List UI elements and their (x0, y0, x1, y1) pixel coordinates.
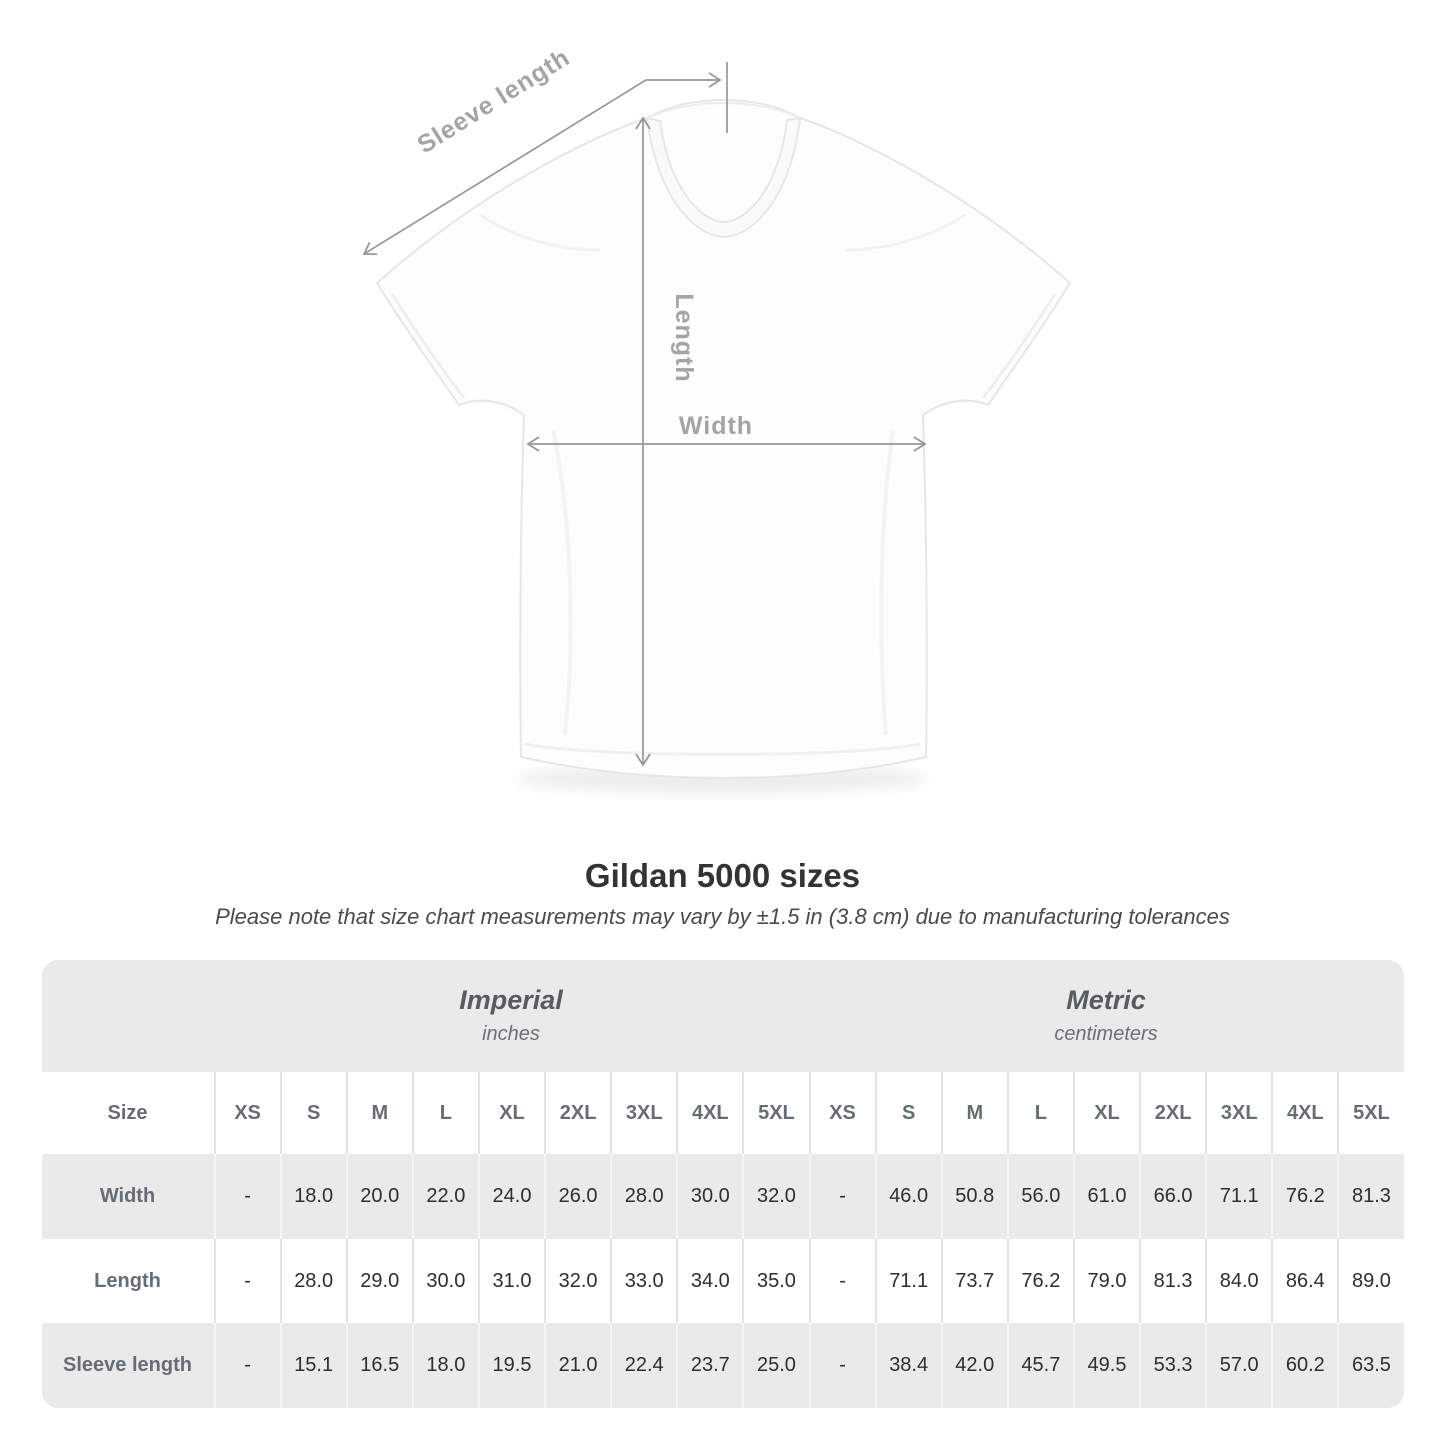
sleeve-metric-m: 42.0 (940, 1323, 1007, 1408)
imperial-section-header: Imperial inches (213, 960, 809, 1072)
size-header-imperial-3xl: 3XL (610, 1072, 677, 1154)
imperial-section-title: Imperial (459, 984, 563, 1015)
sleeve-imperial-4xl: 23.7 (676, 1323, 743, 1408)
size-header-metric-2xl: 2XL (1139, 1072, 1206, 1154)
size-header-imperial-2xl: 2XL (544, 1072, 611, 1154)
width-metric-xs: - (808, 1154, 875, 1239)
sleeve-metric-s: 38.4 (874, 1323, 941, 1408)
sleeve-arrow-diagonal (362, 79, 647, 256)
sleeve-length-label: Sleeve length (412, 43, 575, 159)
metric-section-unit: centimeters (1054, 1023, 1158, 1046)
width-imperial-5xl: 32.0 (742, 1154, 809, 1239)
tolerance-note: Please note that size chart measurements… (215, 904, 1230, 929)
width-metric-s: 46.0 (874, 1154, 941, 1239)
length-metric-xs: - (808, 1239, 875, 1323)
sleeve-metric-3xl: 57.0 (1205, 1323, 1272, 1408)
sleeve-imperial-l: 18.0 (411, 1323, 478, 1408)
sleeve-imperial-m: 16.5 (345, 1323, 412, 1408)
sleeve-metric-xs: - (808, 1323, 875, 1408)
length-metric-l: 76.2 (1006, 1239, 1073, 1323)
size-header-imperial-l: L (411, 1072, 478, 1154)
size-header-metric-5xl: 5XL (1337, 1072, 1404, 1154)
length-metric-xl: 79.0 (1072, 1239, 1140, 1323)
sleeve-imperial-3xl: 22.4 (610, 1323, 677, 1408)
length-imperial-m: 29.0 (345, 1239, 412, 1323)
imperial-section-unit: inches (482, 1023, 540, 1046)
width-imperial-xl: 24.0 (477, 1154, 545, 1239)
tshirt-diagram-svg: Sleeve length Length Width (362, 43, 1072, 793)
metric-section-header: Metric centimeters (808, 960, 1404, 1072)
width-metric-4xl: 76.2 (1271, 1154, 1338, 1239)
size-header-metric-xl: XL (1072, 1072, 1140, 1154)
length-metric-3xl: 84.0 (1205, 1239, 1272, 1323)
sleeve-imperial-5xl: 25.0 (742, 1323, 809, 1408)
size-header-imperial-xs: XS (213, 1072, 280, 1154)
width-label: Width (679, 412, 753, 440)
width-imperial-xs: - (213, 1154, 280, 1239)
length-metric-2xl: 81.3 (1139, 1239, 1206, 1323)
length-metric-4xl: 86.4 (1271, 1239, 1338, 1323)
sleeve-metric-5xl: 63.5 (1337, 1323, 1404, 1408)
width-imperial-l: 22.0 (411, 1154, 478, 1239)
width-metric-5xl: 81.3 (1337, 1154, 1404, 1239)
size-header-metric-l: L (1006, 1072, 1073, 1154)
size-header-imperial-s: S (279, 1072, 346, 1154)
length-imperial-xs: - (213, 1239, 280, 1323)
size-header-metric-xs: XS (808, 1072, 875, 1154)
length-metric-5xl: 89.0 (1337, 1239, 1404, 1323)
length-metric-s: 71.1 (874, 1239, 941, 1323)
size-header-imperial-m: M (345, 1072, 412, 1154)
size-header-metric-3xl: 3XL (1205, 1072, 1272, 1154)
sleeve-imperial-xl: 19.5 (477, 1323, 545, 1408)
size-header-imperial-5xl: 5XL (742, 1072, 809, 1154)
page-title: Gildan 5000 sizes (584, 857, 861, 894)
length-label: Length (670, 293, 698, 382)
width-imperial-2xl: 26.0 (544, 1154, 611, 1239)
length-imperial-xl: 31.0 (477, 1239, 545, 1323)
width-metric-l: 56.0 (1006, 1154, 1073, 1239)
width-metric-3xl: 71.1 (1205, 1154, 1272, 1239)
length-imperial-l: 30.0 (411, 1239, 478, 1323)
sleeve-metric-l: 45.7 (1006, 1323, 1073, 1408)
size-corner-header: Size (41, 1072, 214, 1154)
sleeve-imperial-s: 15.1 (279, 1323, 346, 1408)
length-imperial-5xl: 35.0 (742, 1239, 809, 1323)
row-label-width: Width (41, 1154, 214, 1239)
size-header-metric-m: M (940, 1072, 1007, 1154)
sleeve-metric-4xl: 60.2 (1271, 1323, 1338, 1408)
length-metric-m: 73.7 (940, 1239, 1007, 1323)
size-header-metric-4xl: 4XL (1271, 1072, 1338, 1154)
width-metric-2xl: 66.0 (1139, 1154, 1206, 1239)
unit-row-corner (41, 960, 214, 1072)
length-imperial-2xl: 32.0 (544, 1239, 611, 1323)
width-imperial-4xl: 30.0 (676, 1154, 743, 1239)
size-header-imperial-4xl: 4XL (676, 1072, 743, 1154)
width-imperial-s: 18.0 (279, 1154, 346, 1239)
width-imperial-m: 20.0 (345, 1154, 412, 1239)
dimension-lines (362, 62, 927, 767)
sleeve-imperial-xs: - (213, 1323, 280, 1408)
width-imperial-3xl: 28.0 (610, 1154, 677, 1239)
width-metric-xl: 61.0 (1072, 1154, 1140, 1239)
sleeve-metric-xl: 49.5 (1072, 1323, 1140, 1408)
length-imperial-3xl: 33.0 (610, 1239, 677, 1323)
length-imperial-s: 28.0 (279, 1239, 346, 1323)
length-imperial-4xl: 34.0 (676, 1239, 743, 1323)
size-table: Imperial inches Metric centimeters Size … (41, 960, 1404, 1408)
width-metric-m: 50.8 (940, 1154, 1007, 1239)
metric-section-title: Metric (1066, 984, 1146, 1015)
tshirt-measurement-diagram: Sleeve length Length Width (362, 43, 1072, 793)
row-label-length: Length (41, 1239, 214, 1323)
size-header-imperial-xl: XL (477, 1072, 545, 1154)
sleeve-imperial-2xl: 21.0 (544, 1323, 611, 1408)
size-header-metric-s: S (874, 1072, 941, 1154)
sleeve-metric-2xl: 53.3 (1139, 1323, 1206, 1408)
row-label-sleeve-length: Sleeve length (41, 1323, 214, 1408)
